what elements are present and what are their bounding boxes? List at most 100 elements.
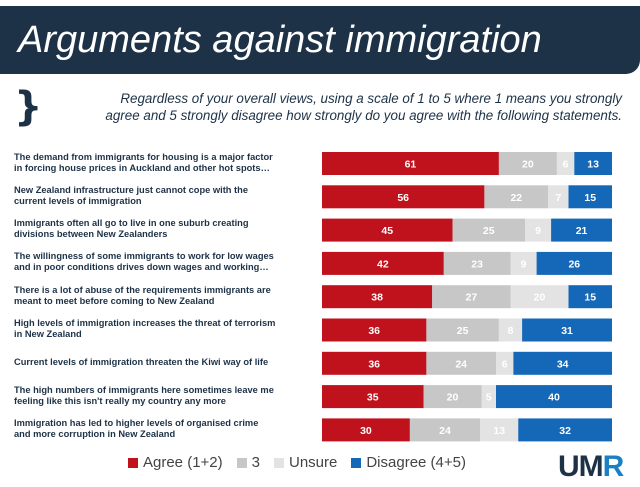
data-label-6-4: 31 (561, 325, 573, 337)
data-label-8-1: 35 (367, 392, 379, 404)
data-label-2-4: 15 (584, 192, 596, 204)
statement-label-6: High levels of immigration increases the… (14, 318, 316, 340)
data-label-1-4: 13 (587, 159, 599, 171)
statement-line: Immigrants often all go to live in one s… (14, 218, 249, 229)
bar-segment-3-4 (551, 218, 612, 242)
bar-segment-1-1 (322, 152, 499, 175)
legend-item-2: 3 (236, 454, 260, 471)
bar-segment-4-2 (443, 251, 511, 275)
umr-logo: UMR (558, 450, 624, 484)
legend-swatch (236, 457, 247, 468)
data-label-3-3: 9 (535, 225, 541, 237)
data-label-8-3: 5 (486, 392, 492, 404)
bar-segment-5-2 (432, 285, 511, 309)
statement-line: New Zealand infrastructure just cannot c… (14, 184, 249, 195)
page-title: Arguments against immigration (18, 19, 542, 61)
question-line-2: agree and 5 strongly disagree how strong… (105, 108, 622, 123)
question-line-1: Regardless of your overall views, using … (120, 91, 622, 106)
bar-segment-3-3 (525, 218, 552, 242)
bar-segment-5-1 (322, 285, 433, 309)
statement-line: feeling like this isn't really my countr… (14, 395, 226, 406)
bar-segment-9-2 (409, 418, 481, 442)
data-label-1-2: 20 (522, 159, 534, 171)
data-label-5-2: 27 (466, 292, 478, 304)
statement-label-8: The high numbers of immigrants here some… (14, 385, 316, 407)
bar-segment-9-4 (518, 418, 612, 442)
statement-label-4: The willingness of some immigrants to wo… (14, 251, 316, 273)
data-label-3-1: 45 (381, 225, 393, 237)
data-label-2-2: 22 (510, 192, 522, 204)
bar-segment-7-4 (513, 351, 612, 375)
data-label-7-3: 6 (502, 358, 508, 370)
statement-line: Immigration has led to higher levels of … (14, 417, 259, 428)
statement-line: meant to meet before coming to New Zeala… (14, 295, 215, 306)
bar-segment-2-3 (548, 185, 569, 209)
bar-segment-1-2 (498, 152, 557, 175)
bar-segment-4-4 (536, 251, 612, 275)
statement-line: in forcing house prices in Auckland and … (14, 162, 270, 173)
data-label-5-4: 15 (584, 292, 596, 304)
statement-line: and more corruption in New Zealand (14, 428, 176, 439)
bar-segment-9-3 (480, 418, 519, 442)
data-label-6-2: 25 (457, 325, 469, 337)
legend-swatch (273, 457, 284, 468)
statement-label-9: Immigration has led to higher levels of … (14, 418, 316, 440)
data-label-6-1: 36 (368, 325, 380, 337)
statement-line: The willingness of some immigrants to wo… (14, 251, 274, 262)
statement-line: The demand from immigrants for housing i… (14, 151, 273, 162)
data-label-9-4: 32 (559, 425, 571, 437)
data-label-9-3: 13 (493, 425, 505, 437)
data-label-3-2: 25 (483, 225, 495, 237)
legend-item-1: Agree (1+2) (128, 454, 223, 471)
bar-segment-2-4 (568, 185, 612, 209)
bar-segment-8-4 (496, 385, 612, 409)
bar-segment-7-3 (496, 351, 514, 375)
legend-label: Agree (1+2) (143, 454, 223, 471)
statement-line: and in poor conditions drives down wages… (14, 262, 269, 273)
brace-icon: } (14, 84, 43, 130)
title-banner: Arguments against immigration (0, 6, 640, 74)
bar-segment-2-1 (322, 185, 485, 209)
data-label-4-4: 26 (568, 258, 580, 270)
bar-segment-6-4 (522, 318, 612, 342)
data-label-4-2: 23 (471, 258, 483, 270)
bar-segment-4-1 (322, 251, 444, 275)
bar-segment-6-3 (498, 318, 523, 342)
question-text: Regardless of your overall views, using … (52, 90, 622, 124)
statement-label-5: There is a lot of abuse of the requireme… (14, 285, 316, 307)
data-label-4-3: 9 (521, 258, 527, 270)
bar-segment-8-3 (481, 385, 496, 409)
bar-segment-7-2 (426, 351, 496, 375)
bar-segment-4-3 (510, 251, 537, 275)
statement-line: Current levels of immigration threaten t… (14, 356, 269, 367)
legend-swatch (351, 457, 362, 468)
statement-label-2: New Zealand infrastructure just cannot c… (14, 185, 316, 207)
data-label-9-2: 24 (439, 425, 451, 437)
statement-line: High levels of immigration increases the… (14, 318, 276, 328)
data-label-4-1: 42 (377, 258, 389, 270)
bar-segment-2-2 (484, 185, 549, 209)
statement-line: divisions between New Zealanders (14, 229, 168, 240)
data-label-2-3: 7 (555, 192, 561, 204)
bar-segment-8-1 (322, 385, 424, 409)
statement-label-7: Current levels of immigration threaten t… (14, 357, 316, 368)
data-label-9-1: 30 (360, 425, 372, 437)
statement-line: current levels of immigration (14, 195, 142, 206)
statement-label-1: The demand from immigrants for housing i… (14, 152, 316, 174)
logo-text-dark: UM (558, 450, 604, 483)
data-label-1-3: 6 (563, 159, 569, 171)
statement-label-3: Immigrants often all go to live in one s… (14, 218, 316, 240)
data-label-7-2: 24 (455, 358, 467, 370)
bar-segment-6-1 (322, 318, 427, 342)
bar-segment-3-1 (322, 218, 453, 242)
bar-segment-7-1 (322, 351, 427, 375)
bar-segment-8-2 (423, 385, 482, 409)
data-label-8-4: 40 (548, 392, 560, 404)
data-label-8-2: 20 (447, 392, 459, 404)
bar-segment-5-3 (510, 285, 569, 309)
bar-segment-3-2 (452, 218, 525, 242)
data-label-3-4: 21 (576, 225, 588, 237)
data-label-7-4: 34 (557, 358, 569, 370)
chart-legend: Agree (1+2) 3 Unsure Disagree (4+5) (128, 454, 480, 471)
data-label-5-3: 20 (534, 292, 546, 304)
